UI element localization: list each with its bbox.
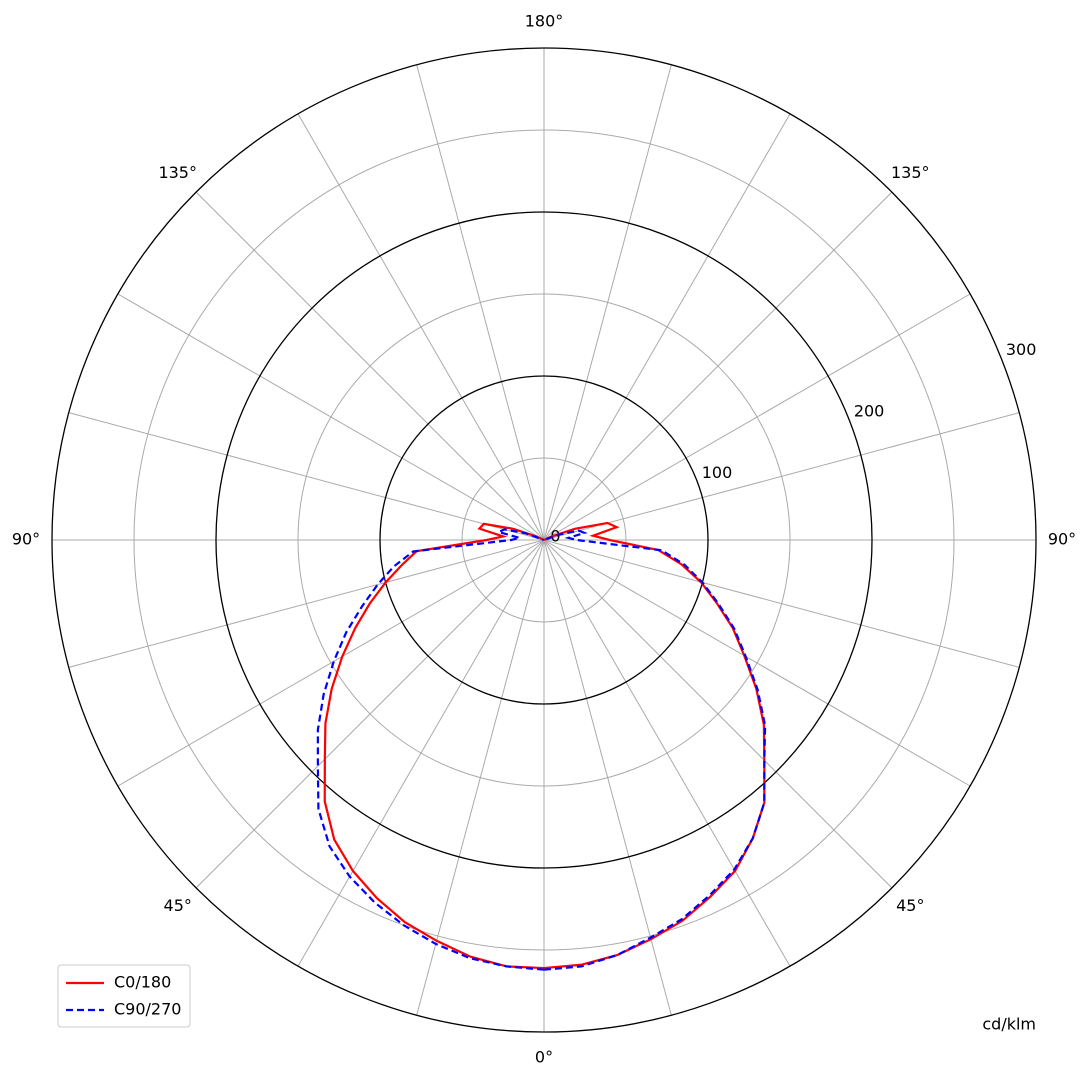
intensity-curve bbox=[543, 529, 767, 971]
r-tick-label: 200 bbox=[854, 401, 885, 420]
angle-label: 45° bbox=[896, 896, 924, 915]
grid-circle bbox=[379, 375, 709, 705]
angle-grid-line bbox=[543, 539, 893, 889]
r-tick-label: 300 bbox=[1006, 340, 1037, 359]
angle-grid-line bbox=[416, 539, 545, 1016]
angle-grid-line bbox=[416, 64, 545, 541]
unit-label: cd/klm bbox=[982, 1015, 1036, 1034]
angle-grid-line bbox=[195, 191, 545, 541]
intensity-curve bbox=[316, 528, 545, 971]
angle-grid-line bbox=[68, 539, 545, 668]
angle-grid-line bbox=[543, 539, 1020, 668]
angle-grid-line bbox=[543, 539, 971, 787]
angle-grid-line bbox=[543, 412, 1020, 541]
r-tick-label: 100 bbox=[702, 463, 733, 482]
legend: C0/180 C90/270 bbox=[57, 964, 191, 1028]
angle-label: 135° bbox=[891, 163, 930, 182]
angle-grid-line bbox=[195, 539, 545, 889]
angle-label: 180° bbox=[525, 12, 564, 31]
intensity-curve bbox=[323, 522, 545, 970]
angle-grid-line bbox=[543, 539, 672, 1016]
legend-label: C90/270 bbox=[114, 1000, 181, 1019]
angle-grid-line bbox=[543, 113, 791, 541]
angle-grid-line bbox=[68, 412, 545, 541]
grid-circle bbox=[51, 47, 1037, 1033]
grid-circle bbox=[215, 211, 873, 869]
angle-grid-line bbox=[543, 293, 971, 541]
angle-grid-line bbox=[543, 64, 672, 541]
angle-grid-line bbox=[297, 113, 545, 541]
legend-box bbox=[57, 964, 191, 1028]
angle-grid-line bbox=[297, 539, 545, 967]
angle-grid-line bbox=[543, 539, 791, 967]
angle-grid-line bbox=[117, 293, 545, 541]
angle-label: 0° bbox=[535, 1048, 553, 1067]
angle-label: 45° bbox=[164, 896, 192, 915]
legend-label: C0/180 bbox=[114, 973, 171, 992]
angle-grid-line bbox=[117, 539, 545, 787]
angle-label: 135° bbox=[158, 163, 197, 182]
angle-label: 90° bbox=[1048, 530, 1076, 549]
angle-grid-line bbox=[543, 191, 893, 541]
angle-label: 90° bbox=[12, 530, 40, 549]
